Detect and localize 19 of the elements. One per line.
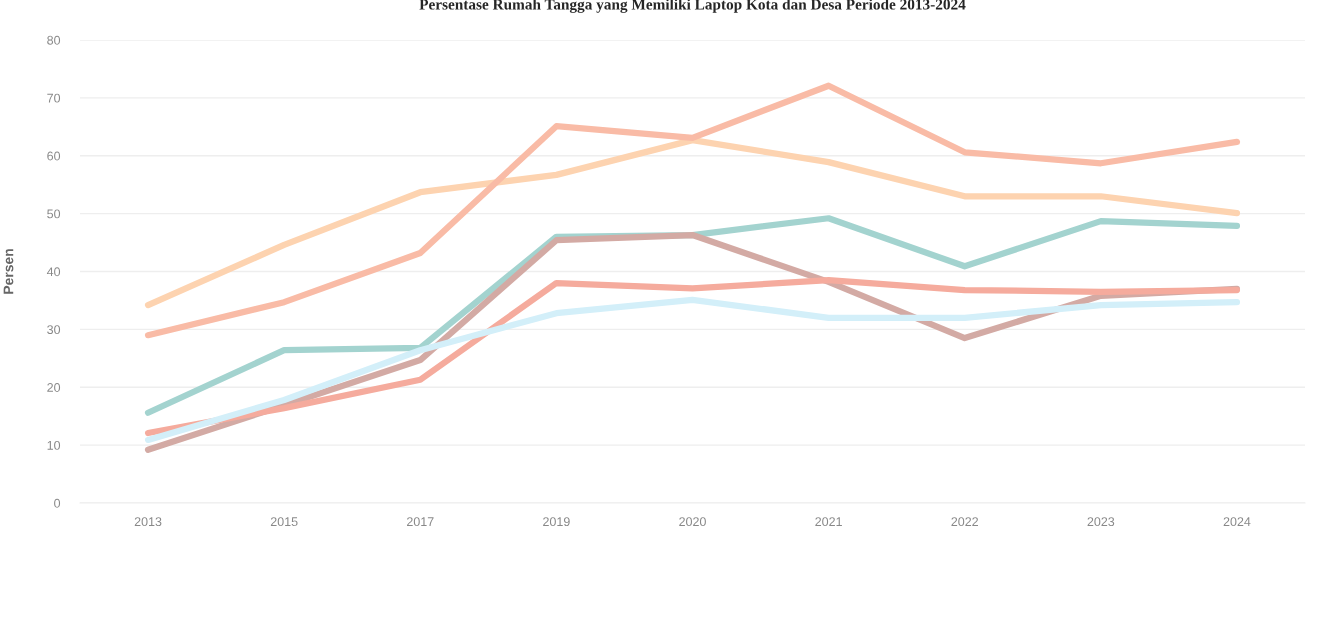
y-tick-label: 40 xyxy=(46,267,61,277)
x-tick-label: 2019 xyxy=(543,517,570,527)
x-tick-label: 2015 xyxy=(270,517,298,527)
y-tick-label: 80 xyxy=(47,35,61,45)
y-tick-label: 0 xyxy=(54,498,61,508)
x-tick-label: 2023 xyxy=(1087,517,1115,527)
y-tick-label: 10 xyxy=(47,440,61,450)
x-tick-label: 2017 xyxy=(407,517,434,527)
x-tick-label: 2013 xyxy=(134,517,162,527)
x-tick-label: 2024 xyxy=(1223,517,1251,527)
y-tick-label: 50 xyxy=(47,209,61,219)
y-axis-title: Persen xyxy=(3,249,14,294)
x-tick-label: 2020 xyxy=(679,517,706,527)
y-tick-label: 30 xyxy=(47,325,61,335)
y-tick-label: 70 xyxy=(47,93,61,103)
x-tick-label: 2021 xyxy=(815,517,842,527)
y-tick-label: 20 xyxy=(47,383,61,392)
x-tick-label: 2022 xyxy=(951,517,978,527)
y-tick-label: 60 xyxy=(47,151,61,161)
